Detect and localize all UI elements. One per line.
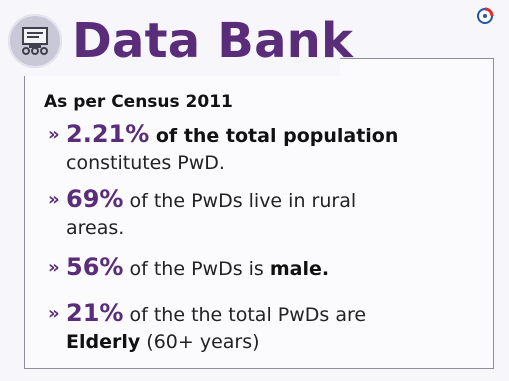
census-subtitle: As per Census 2011 (44, 92, 233, 112)
bullet-rural-areas: » 69% of the PwDs live in rural areas. (48, 186, 356, 242)
data-bank-card (24, 58, 494, 369)
double-chevron-icon: » (48, 124, 60, 145)
bullet-text: of the PwDs is (123, 258, 270, 280)
bullet-text: of the the total PwDs are (123, 304, 367, 326)
double-chevron-icon: » (48, 303, 60, 324)
bullet-bold-text: of the total population (149, 125, 399, 147)
bullet-continuation: areas. (66, 217, 125, 239)
bullet-male: » 56% of the PwDs is male. (48, 254, 329, 283)
statistic-value: 69% (66, 185, 124, 213)
bullet-continuation: constitutes PwD. (66, 152, 225, 174)
statistic-value: 21% (66, 299, 124, 327)
data-bank-icon (8, 14, 62, 68)
bullet-text: (60+ years) (140, 331, 260, 353)
double-chevron-icon: » (48, 189, 60, 210)
bullet-text: of the PwDs live in rural (123, 190, 357, 212)
bullet-continuation: Elderly (60+ years) (48, 329, 366, 356)
bullet-elderly: » 21% of the the total PwDs are Elderly (… (48, 300, 366, 356)
header-background (10, 16, 340, 76)
bullet-bold-text: male. (269, 258, 330, 280)
bullet-total-population: » 2.21% of the total population constitut… (48, 121, 398, 177)
page-title: Data Bank (72, 13, 354, 69)
bullet-bold-text: Elderly (66, 331, 141, 353)
statistic-value: 2.21% (66, 120, 150, 148)
brand-logo-icon (476, 7, 494, 25)
double-chevron-icon: » (48, 257, 60, 278)
statistic-value: 56% (66, 253, 124, 281)
